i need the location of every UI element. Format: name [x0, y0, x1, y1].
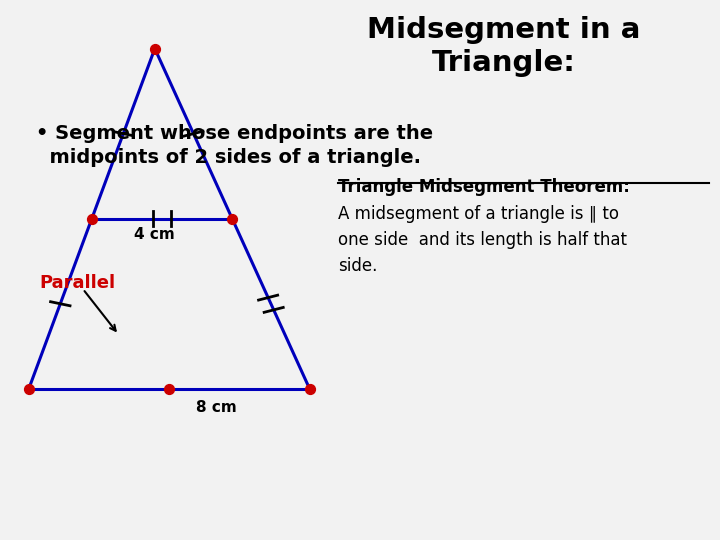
- Point: [149, 44, 161, 53]
- Point: [226, 214, 238, 223]
- Text: 8 cm: 8 cm: [196, 400, 236, 415]
- Text: Triangle Midsegment Theorem:: Triangle Midsegment Theorem:: [338, 178, 630, 196]
- Point: [163, 384, 175, 393]
- Point: [304, 384, 315, 393]
- Text: 4 cm: 4 cm: [135, 227, 175, 242]
- Point: [86, 214, 98, 223]
- Text: • Segment whose endpoints are the
  midpoints of 2 sides of a triangle.: • Segment whose endpoints are the midpoi…: [36, 124, 433, 167]
- Point: [23, 384, 35, 393]
- Text: A midsegment of a triangle is ∥ to
one side  and its length is half that
side.: A midsegment of a triangle is ∥ to one s…: [338, 205, 627, 275]
- Text: Midsegment in a
Triangle:: Midsegment in a Triangle:: [367, 16, 641, 77]
- Text: Parallel: Parallel: [40, 274, 116, 293]
